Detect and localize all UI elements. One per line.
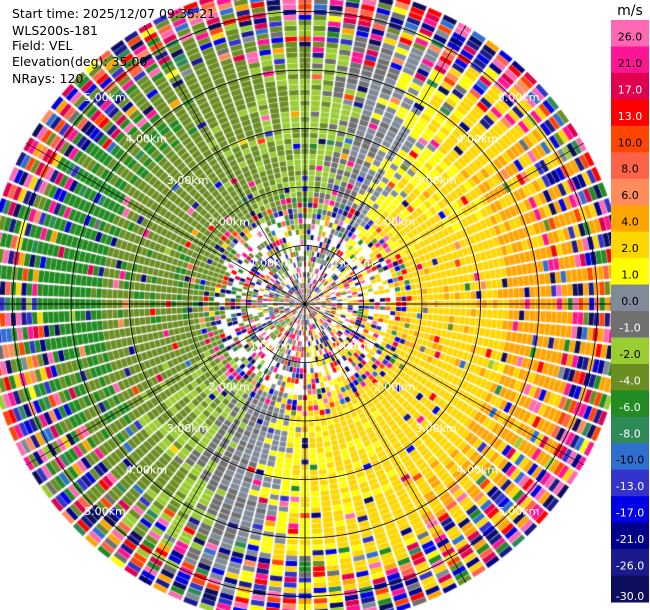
azimuth-spoke xyxy=(143,303,306,583)
colorbar-tick-label: -6.0 xyxy=(619,401,640,414)
colorbar-tick-label: -30.0 xyxy=(616,590,644,603)
colorbar-segment xyxy=(611,72,649,100)
range-ring-label: 2.00km xyxy=(208,381,250,394)
range-ring-label: 2.00km xyxy=(208,215,250,228)
azimuth-spoke xyxy=(304,25,467,305)
colorbar-segment xyxy=(611,178,649,206)
azimuth-spoke xyxy=(304,303,467,583)
nrays-label: NRays: 120 xyxy=(12,71,84,86)
colorbar-tick-label: -1.0 xyxy=(619,321,640,334)
azimuth-spoke xyxy=(304,303,584,466)
colorbar-segment xyxy=(611,522,649,550)
range-ring-label: 1.00km xyxy=(332,339,374,352)
range-ring-label: 4.00km xyxy=(126,463,168,476)
colorbar-segment xyxy=(611,152,649,180)
range-ring-label: 3.00km xyxy=(167,174,209,187)
colorbar-segment xyxy=(611,469,649,497)
azimuth-spoke xyxy=(143,25,306,305)
colorbar-segment xyxy=(611,125,649,153)
colorbar-unit: m/s xyxy=(617,3,643,19)
colorbar-segment xyxy=(611,549,649,577)
colorbar-tick-label: 21.0 xyxy=(618,57,643,70)
range-ring-label: 4.00km xyxy=(126,133,168,146)
colorbar-tick-label: -10.0 xyxy=(616,454,644,467)
elevation-label: Elevation(deg): 35.00 xyxy=(12,54,148,69)
colorbar-segment xyxy=(611,99,649,127)
range-ring-label: 4.00km xyxy=(456,463,498,476)
colorbar-tick-label: 1.0 xyxy=(621,269,639,282)
colorbar-segment xyxy=(611,20,649,47)
instrument-label: WLS200s-181 xyxy=(12,23,98,38)
colorbar-segment xyxy=(611,416,649,444)
azimuth-spokes xyxy=(0,0,627,610)
colorbar-segment xyxy=(611,575,649,603)
range-ring-label: 4.00km xyxy=(456,133,498,146)
colorbar-tick-label: 26.0 xyxy=(618,30,643,43)
range-ring-label: 2.00km xyxy=(374,381,416,394)
range-ring-label: 3.00km xyxy=(415,422,457,435)
colorbar-tick-label: 4.0 xyxy=(621,216,639,229)
colorbar-tick-label: 6.0 xyxy=(621,189,639,202)
colorbar-segment xyxy=(611,46,649,74)
range-ring-label: 3.00km xyxy=(167,422,209,435)
colorbar-tick-label: 8.0 xyxy=(621,163,639,176)
colorbar-tick-label: -26.0 xyxy=(616,560,644,573)
azimuth-spoke xyxy=(26,142,306,305)
colorbar-tick-label: 2.0 xyxy=(621,242,639,255)
range-ring-label: 5.00km xyxy=(84,505,126,518)
range-ring-label: 2.00km xyxy=(374,215,416,228)
azimuth-spoke xyxy=(26,303,306,466)
colorbar-tick-label: -2.0 xyxy=(619,348,640,361)
colorbar-tick-label: -4.0 xyxy=(619,374,640,387)
colorbar-segment xyxy=(611,205,649,233)
colorbar-segment xyxy=(611,337,649,365)
colorbar-segment xyxy=(611,496,649,524)
range-ring-label: 5.00km xyxy=(498,505,540,518)
field-label: Field: VEL xyxy=(12,38,73,53)
range-ring-label: 1.00km xyxy=(332,257,374,270)
colorbar-segment xyxy=(611,284,649,312)
colorbar-segment xyxy=(611,363,649,391)
range-ring-label: 5.00km xyxy=(498,91,540,104)
colorbar-tick-label: -17.0 xyxy=(616,507,644,520)
range-ring-labels: 1.00km 1.00km 1.00km 1.00km 2.00km 2.00km 2.00… xyxy=(84,91,539,518)
range-ring-label: 5.00km xyxy=(84,91,126,104)
azimuth-spoke xyxy=(304,142,584,305)
range-ring-label: 3.00km xyxy=(415,174,457,187)
colorbar-tick-label: 13.0 xyxy=(618,110,643,123)
colorbar-tick-label: -8.0 xyxy=(619,427,640,440)
colorbar-tick-label: 17.0 xyxy=(618,83,643,96)
colorbar-segment xyxy=(611,311,649,338)
colorbar-tick-label: -21.0 xyxy=(616,533,644,546)
start-time-label: Start time: 2025/12/07 09:35:21 xyxy=(12,6,216,21)
colorbar-segment xyxy=(611,231,649,259)
range-ring-label: 1.00km xyxy=(250,339,292,352)
colorbar-tick-label: -13.0 xyxy=(616,480,644,493)
range-ring-label: 1.00km xyxy=(250,257,292,270)
colorbar-segment xyxy=(611,390,649,418)
colorbar-tick-label: 10.0 xyxy=(618,136,643,149)
colorbar-segment xyxy=(611,258,649,286)
colorbar-tick-label: 0.0 xyxy=(621,295,639,308)
colorbar-segment xyxy=(611,443,649,471)
